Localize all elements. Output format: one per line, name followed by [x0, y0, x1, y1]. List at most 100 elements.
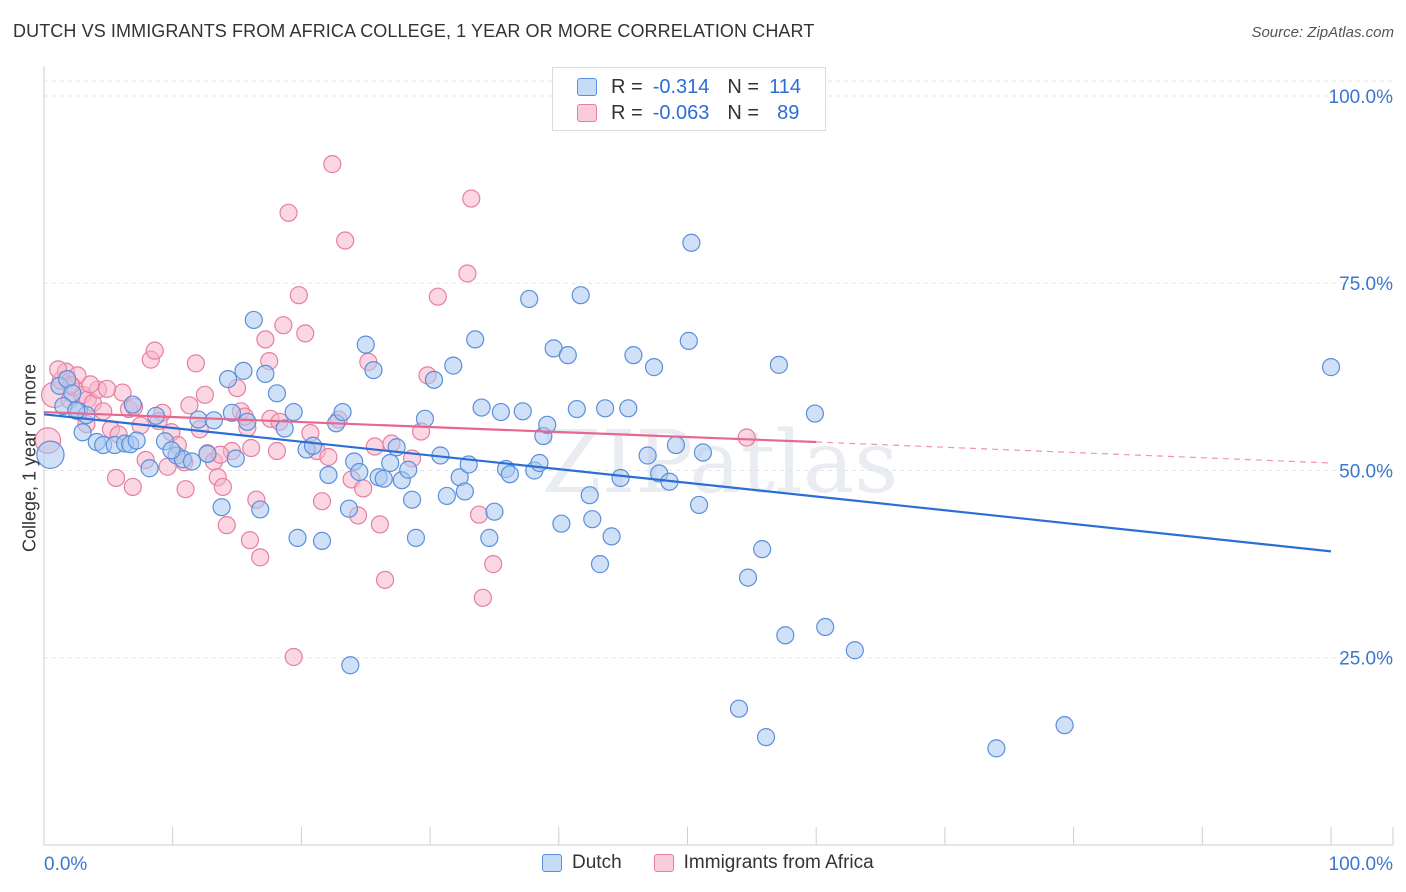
dutch-point: [472, 398, 491, 417]
africa-point: [176, 480, 195, 499]
africa-point: [274, 316, 293, 335]
correlation-legend: R = -0.314 N = 114 R = -0.063 N = 89: [552, 67, 826, 131]
legend-swatch-dutch: [577, 78, 597, 96]
legend-swatch-africa: [653, 854, 674, 872]
africa-point: [94, 402, 113, 421]
africa-point: [123, 477, 142, 497]
dutch-point: [753, 540, 772, 559]
africa-point: [458, 264, 477, 283]
africa-point: [279, 203, 298, 222]
dutch-point: [437, 486, 456, 506]
dutch-point: [275, 419, 294, 438]
dutch-point: [402, 490, 422, 509]
dutch-point: [500, 465, 519, 484]
x-tick-label: 100.0%: [1329, 854, 1394, 875]
dutch-point: [580, 486, 599, 505]
legend-r-label: R =: [611, 75, 643, 98]
dutch-point: [679, 331, 698, 350]
dutch-point: [381, 453, 400, 473]
legend-r-label: R =: [611, 101, 643, 124]
dutch-point: [624, 346, 643, 365]
dutch-point: [682, 233, 701, 252]
watermark: ZIPatlas: [542, 413, 898, 513]
dutch-point: [567, 399, 586, 419]
y-tick-label: 50.0%: [1339, 461, 1393, 482]
dutch-point: [140, 459, 159, 478]
trend-lines: [43, 410, 1332, 553]
dutch-point: [689, 495, 709, 515]
legend-label-africa: Immigrants from Africa: [683, 852, 874, 873]
dutch-point: [162, 441, 181, 460]
dutch-point: [73, 423, 92, 442]
dutch-point: [444, 356, 463, 375]
dutch-point: [189, 410, 208, 429]
dutch-point: [123, 395, 142, 414]
dutch-point: [491, 402, 510, 422]
dutch-point: [638, 446, 657, 465]
dutch-point: [238, 412, 257, 431]
y-tick-label: 75.0%: [1339, 274, 1393, 295]
dutch-point: [1321, 358, 1341, 377]
africa-point: [428, 287, 447, 306]
series-dutch-points: [36, 233, 1341, 758]
dutch-point: [67, 401, 86, 420]
legend-r-value: -0.314: [652, 75, 710, 98]
y-tick-label: 100.0%: [1329, 87, 1394, 108]
dutch-point: [644, 358, 664, 377]
africa-point: [365, 437, 384, 456]
dutch-point: [267, 384, 287, 403]
africa-point: [97, 379, 117, 398]
legend-swatch-africa: [577, 104, 597, 122]
dutch-point: [769, 355, 788, 374]
dutch-point: [530, 453, 549, 473]
dutch-point: [212, 498, 231, 517]
dutch-point: [319, 465, 338, 485]
dutch-point: [303, 436, 323, 455]
africa-point: [484, 555, 503, 574]
africa-point: [217, 516, 236, 535]
africa-point: [180, 396, 199, 415]
africa-point: [186, 354, 205, 373]
africa-point: [242, 438, 261, 458]
dutch-point: [364, 361, 383, 380]
dutch-point: [583, 510, 602, 529]
dutch-point: [590, 555, 610, 574]
dutch-point: [845, 641, 864, 660]
dutch-point: [571, 286, 590, 305]
africa-point: [145, 341, 164, 360]
legend-item-africa[interactable]: Immigrants from Africa: [653, 852, 874, 874]
legend-row-dutch: R = -0.314 N = 114: [577, 75, 801, 99]
dutch-point: [729, 699, 749, 718]
legend-item-dutch[interactable]: Dutch: [542, 852, 622, 874]
dutch-point: [466, 330, 485, 349]
dutch-point: [455, 482, 474, 501]
africa-point: [319, 447, 338, 467]
dutch-point: [480, 528, 499, 547]
dutch-point: [552, 514, 571, 533]
dutch-point: [182, 452, 202, 471]
legend-n-label: N =: [727, 101, 760, 124]
dutch-point: [693, 443, 713, 462]
africa-point: [462, 189, 481, 208]
dutch-point: [234, 361, 253, 380]
dutch-point: [339, 499, 359, 518]
dutch-point: [619, 399, 638, 418]
dutch-point: [63, 384, 82, 403]
africa-point: [284, 647, 303, 667]
dutch-point: [288, 528, 307, 547]
x-tick-label: 0.0%: [44, 854, 87, 875]
trend-line-africa: [43, 410, 817, 444]
dutch-point: [198, 444, 217, 464]
africa-point: [737, 428, 756, 447]
dutch-point: [251, 500, 270, 519]
africa-point: [251, 548, 270, 567]
legend-n-label: N =: [727, 75, 760, 98]
dutch-point: [406, 528, 426, 547]
trend-line-dutch: [43, 413, 1332, 553]
source-label: Source: ZipAtlas.com: [1251, 24, 1394, 41]
tick-labels: 25.0% 50.0% 75.0% 100.0% 0.0% 100.0%: [44, 87, 1393, 875]
legend-swatch-dutch: [542, 854, 562, 872]
dutch-point: [399, 460, 418, 479]
dutch-point: [738, 568, 758, 587]
